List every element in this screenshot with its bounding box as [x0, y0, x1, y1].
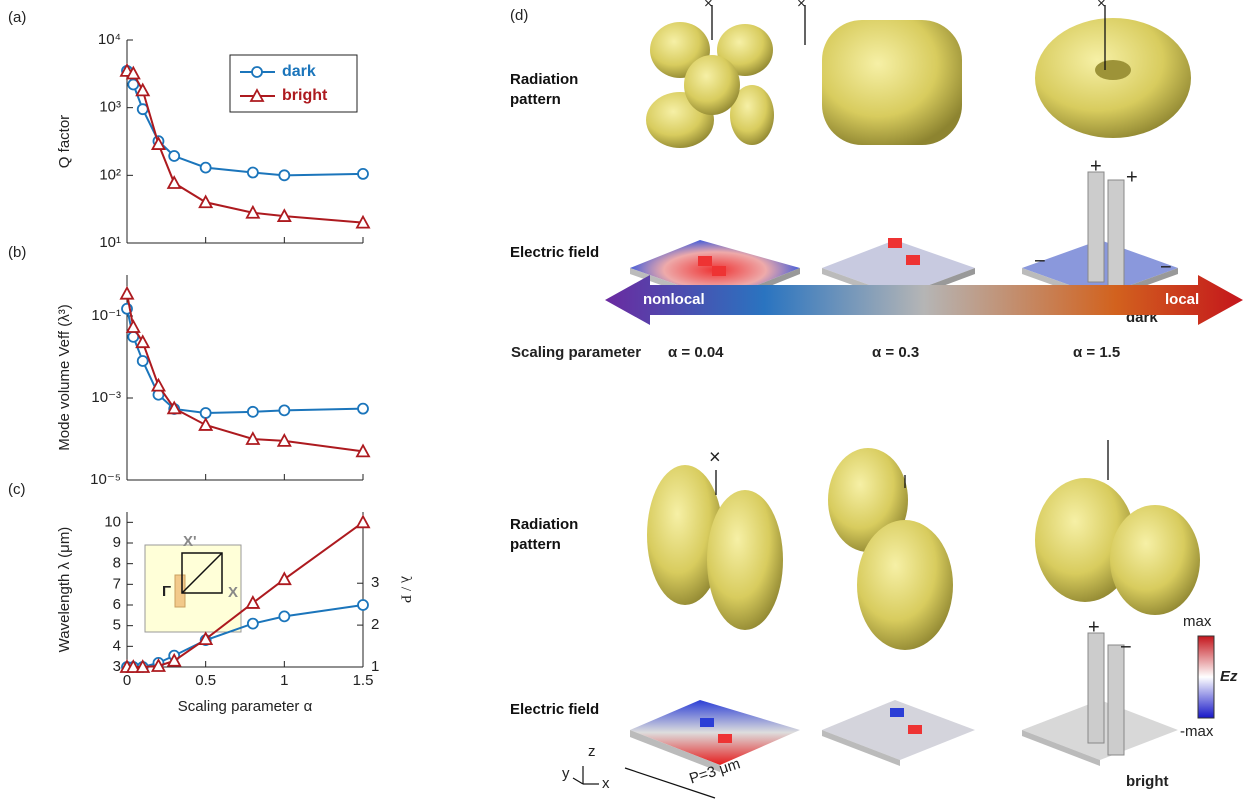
marker [200, 419, 212, 430]
y-axis-label: Q factor [56, 115, 73, 168]
marker [358, 404, 368, 414]
y-tick-label: 5 [113, 617, 121, 634]
y-tick-label: 10⁻³ [91, 389, 121, 406]
legend-label: bright [282, 87, 328, 104]
y-axis-label: Mode volume Veff (λ³) [56, 304, 73, 450]
marker [121, 288, 133, 299]
x-tick-label: 0.5 [195, 672, 216, 689]
illustration: (d) × × × × + + − − − + − dark bright ma… [510, 0, 1243, 798]
colorbar-min: -max [1180, 723, 1214, 740]
inset [145, 545, 241, 632]
arrow-right-label: local [1165, 291, 1199, 308]
axis-x: x [602, 775, 610, 792]
alpha-label: α = 0.3 [872, 344, 919, 361]
panel-label: (b) [8, 244, 26, 261]
marker [358, 169, 368, 179]
y2-tick-label: 1 [371, 658, 379, 675]
row-label: Electric field [510, 243, 600, 263]
y2-axis-label: λ / P [398, 576, 414, 603]
marker [279, 405, 289, 415]
charge: + [1088, 616, 1100, 638]
alpha-label: α = 1.5 [1073, 344, 1120, 361]
legend-label: dark [282, 63, 316, 80]
alpha-label: α = 0.04 [668, 344, 724, 361]
row-label: Radiation pattern [510, 70, 600, 110]
axis-y: y [562, 765, 570, 782]
colorbar-label: Ez [1220, 668, 1238, 685]
y2-tick-label: 2 [371, 616, 379, 633]
inset-label: Γ [162, 583, 171, 600]
scaling-label: Scaling parameter [511, 344, 641, 361]
marker [138, 356, 148, 366]
cross: × [797, 0, 806, 12]
charge: + [1126, 166, 1138, 188]
y-tick-label: 10³ [99, 99, 121, 116]
y-tick-label: 10⁻¹ [91, 307, 121, 324]
arrow-left-label: nonlocal [643, 291, 705, 308]
charge: − [1160, 256, 1172, 278]
row-label: Electric field [510, 700, 600, 720]
cross: × [1097, 0, 1106, 12]
marker [168, 177, 180, 188]
marker [358, 600, 368, 610]
marker [248, 407, 258, 417]
figure: (d) × × × × + + − − − + − dark bright ma… [0, 0, 1245, 804]
y-tick-label: 10⁻⁵ [90, 471, 121, 488]
y-tick-label: 4 [113, 637, 121, 654]
legend-marker [252, 67, 262, 77]
y-tick-label: 10¹ [99, 234, 121, 251]
marker [278, 573, 290, 584]
colorbar-max: max [1183, 613, 1212, 630]
x-tick-label: 1 [280, 672, 288, 689]
marker [169, 151, 179, 161]
cross: × [709, 446, 721, 468]
panel-label: (a) [8, 9, 26, 26]
charge: − [1120, 636, 1132, 658]
marker [248, 619, 258, 629]
y-tick-label: 10² [99, 166, 121, 183]
inset-label: X' [183, 533, 197, 550]
axis-z: z [588, 743, 596, 760]
inset-label: X [228, 584, 238, 601]
y2-tick-label: 3 [371, 574, 379, 591]
series-line [127, 294, 363, 452]
charge: + [1090, 155, 1102, 177]
chart: (d) × × × × + + − − − + − dark bright ma… [0, 0, 1245, 804]
marker [201, 408, 211, 418]
y-axis-label: Wavelength λ (μm) [56, 527, 73, 653]
x-axis-label: Scaling parameter α [178, 698, 313, 715]
panel-label: (d) [510, 7, 528, 24]
marker [201, 163, 211, 173]
row-label: Radiation pattern [510, 515, 600, 555]
y-tick-label: 6 [113, 596, 121, 613]
panel-label: (c) [8, 481, 26, 498]
y-tick-label: 10 [104, 513, 121, 530]
cross: × [704, 0, 713, 12]
y-tick-label: 7 [113, 575, 121, 592]
y-tick-label: 8 [113, 555, 121, 572]
charge: − [1034, 250, 1046, 272]
marker [200, 196, 212, 207]
y-tick-label: 10⁴ [98, 31, 121, 48]
marker [279, 170, 289, 180]
x-tick-label: 0 [123, 672, 131, 689]
marker [357, 516, 369, 527]
y-tick-label: 9 [113, 534, 121, 551]
bright-label: bright [1126, 773, 1169, 790]
marker [248, 168, 258, 178]
marker [279, 611, 289, 621]
